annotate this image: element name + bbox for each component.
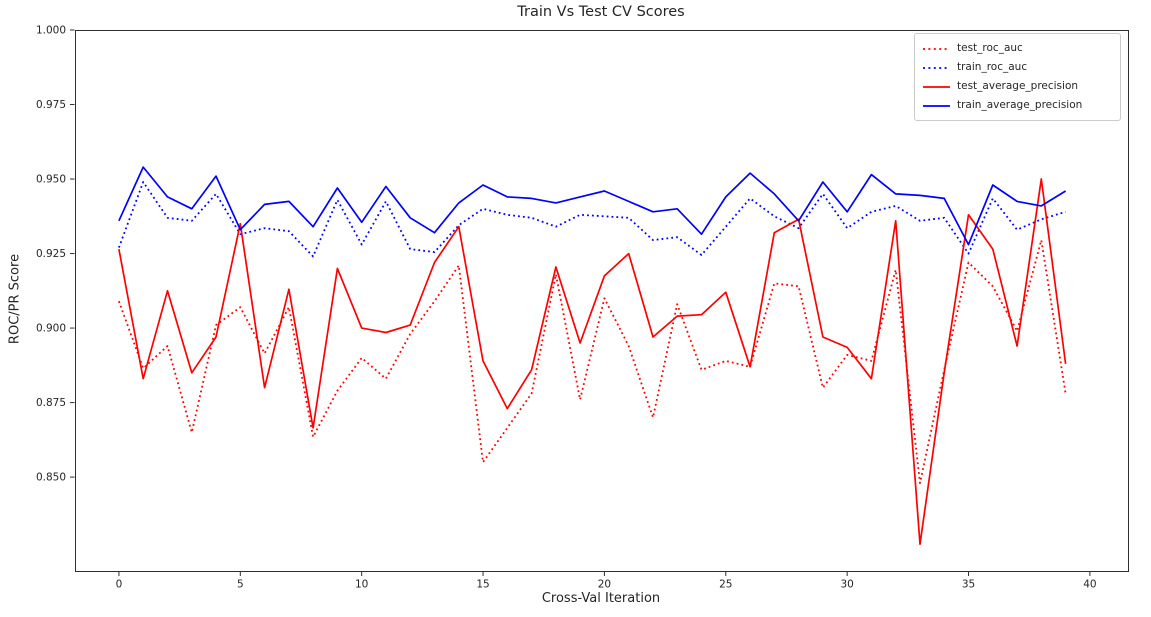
legend-item-train_average_precision: train_average_precision	[923, 96, 1112, 115]
y-tick-label: 0.900	[36, 323, 66, 335]
legend-item-label: train_roc_auc	[957, 61, 1028, 73]
x-tick-label: 5	[237, 579, 244, 591]
legend-line-sample	[923, 85, 950, 88]
y-tick-label: 1.000	[36, 25, 66, 37]
y-axis-label: ROC/PR Score	[7, 253, 23, 345]
x-tick-label: 25	[719, 579, 732, 591]
x-tick-label: 0	[116, 579, 123, 591]
legend: test_roc_auc train_roc_auc test_average_pr…	[914, 33, 1121, 121]
x-tick-label: 10	[355, 579, 368, 591]
legend-item-train_roc_auc: train_roc_auc	[923, 58, 1112, 77]
legend-line-sample	[923, 66, 950, 69]
legend-item-label: test_average_precision	[957, 80, 1079, 92]
y-tick-label: 0.975	[36, 99, 66, 111]
series-train_average_precision	[118, 166, 1067, 246]
y-tick-label: 0.850	[36, 472, 66, 484]
legend-item-test_average_precision: test_average_precision	[923, 77, 1112, 96]
x-axis-label: Cross-Val Iteration	[541, 591, 661, 606]
y-tick-label: 0.875	[36, 397, 66, 409]
x-tick-label: 35	[962, 579, 975, 591]
legend-item-label: train_average_precision	[957, 99, 1083, 111]
chart-title: Train Vs Test CV Scores	[517, 4, 685, 20]
axes-spines	[75, 30, 1129, 572]
legend-line-sample	[923, 104, 950, 107]
x-tick-label: 40	[1083, 579, 1096, 591]
series-test_average_precision	[118, 178, 1067, 546]
legend-line-sample	[923, 47, 950, 50]
series-train_roc_auc	[118, 181, 1066, 258]
legend-item-label: test_roc_auc	[957, 42, 1023, 54]
y-tick-label: 0.925	[36, 248, 66, 260]
legend-item-test_roc_auc: test_roc_auc	[923, 39, 1112, 58]
x-tick-label: 30	[840, 579, 853, 591]
x-tick-label: 15	[476, 579, 489, 591]
y-tick-label: 0.950	[36, 174, 66, 186]
x-tick-label: 20	[598, 579, 611, 591]
